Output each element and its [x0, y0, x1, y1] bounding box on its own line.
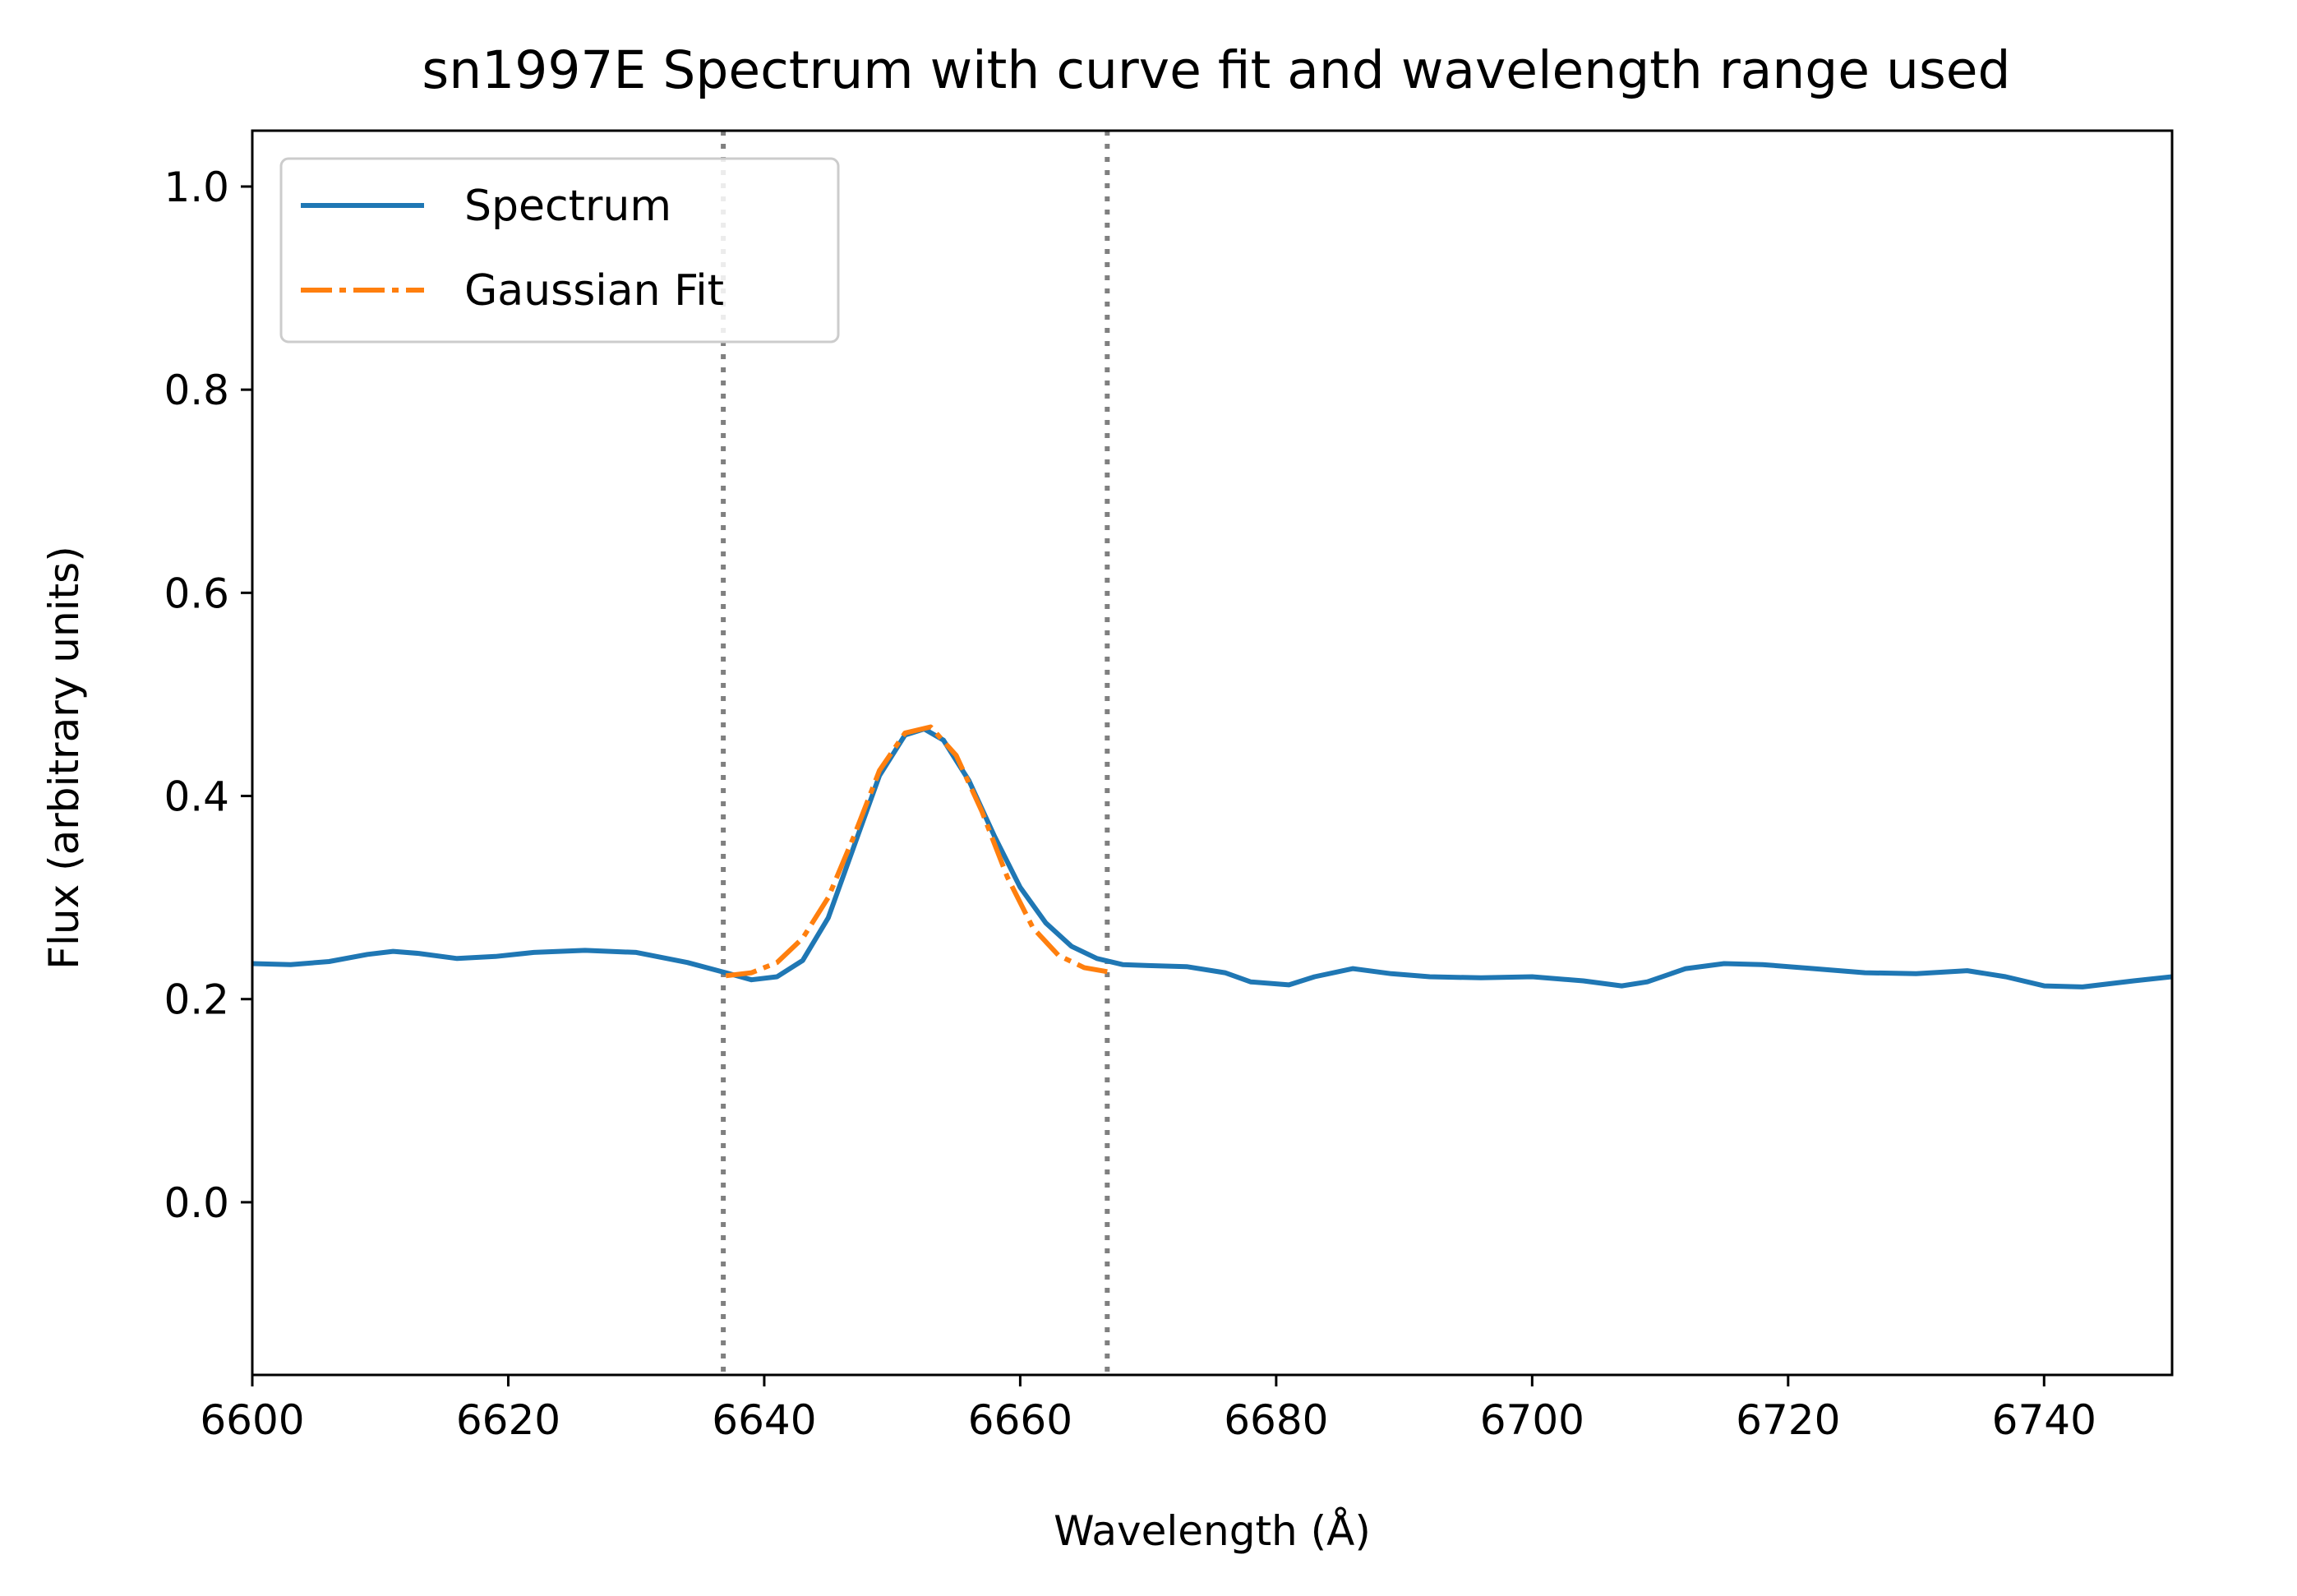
- y-axis-label: Flux (arbitrary units): [40, 546, 88, 969]
- x-tick-label: 6680: [1224, 1396, 1328, 1444]
- x-axis-label: Wavelength (Å): [1054, 1507, 1371, 1555]
- x-tick-label: 6640: [712, 1396, 816, 1444]
- plot-content: [252, 131, 2172, 1375]
- axes: 6600 6620 6640 6660 6680 6700 6720 6740 0.0 0.2 0.…: [164, 129, 2174, 1444]
- legend-label-spectrum: Spectrum: [464, 182, 671, 231]
- series-line-spectrum: [252, 727, 2172, 989]
- legend: Spectrum Gaussian Fit: [279, 157, 840, 344]
- chart-title: sn1997E Spectrum with curve fit and wave…: [422, 40, 2010, 100]
- y-tick-label: 1.0: [164, 164, 229, 211]
- y-tick-label: 0.4: [164, 773, 229, 821]
- plot-frame: [251, 129, 2174, 1377]
- series-line-gaussian-fit: [725, 724, 1108, 979]
- x-tick-label: 6660: [968, 1396, 1072, 1444]
- legend-label-gaussian-fit: Gaussian Fit: [464, 266, 724, 316]
- y-tick-label: 0.2: [164, 976, 229, 1024]
- x-tick-label: 6720: [1736, 1396, 1840, 1444]
- y-tick-label: 0.8: [164, 367, 229, 414]
- x-tick-label: 6700: [1480, 1396, 1584, 1444]
- plot-area: [252, 131, 2172, 1375]
- y-tick-label: 0.6: [164, 570, 229, 617]
- x-tick-label: 6600: [200, 1396, 304, 1444]
- x-tick-label: 6620: [456, 1396, 560, 1444]
- y-tick-label: 0.0: [164, 1179, 229, 1227]
- x-tick-label: 6740: [1992, 1396, 2096, 1444]
